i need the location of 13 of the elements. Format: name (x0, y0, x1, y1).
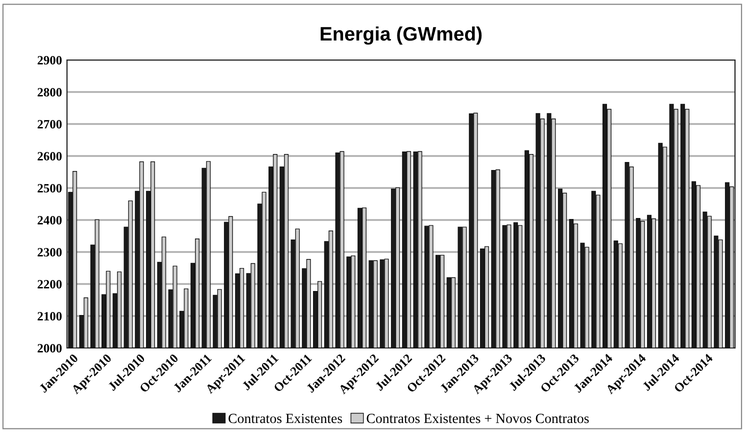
legend-label: Contratos Existentes + Novos Contratos (366, 414, 589, 424)
legend-label: Contratos Existentes (228, 414, 342, 424)
y-tick-label: 2300 (38, 248, 62, 256)
y-tick-label: 2400 (38, 216, 62, 224)
y-tick-label: 2100 (38, 312, 62, 320)
y-tick-label: 2700 (38, 120, 62, 128)
y-tick-label: 2500 (38, 184, 62, 192)
y-tick-label: 2200 (38, 280, 62, 288)
y-tick-label: 2600 (38, 152, 62, 160)
chart-title: Energia (GWmed) (320, 26, 482, 45)
y-tick-label: 2800 (38, 88, 62, 96)
y-tick-label: 2000 (38, 344, 62, 352)
y-tick-label: 2900 (38, 56, 62, 64)
